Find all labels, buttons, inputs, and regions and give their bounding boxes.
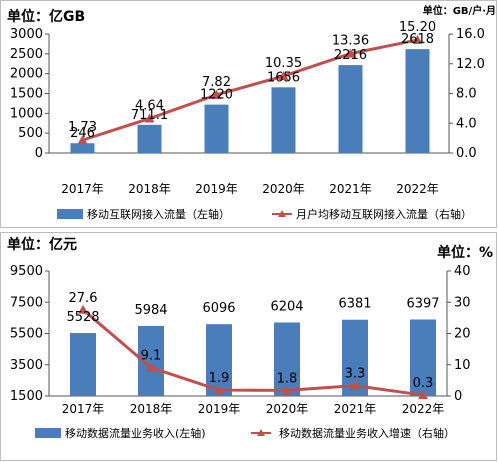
line-value-label: 0.3 [413, 376, 434, 391]
category-label: 2021年 [329, 182, 372, 196]
line-marker [78, 304, 88, 314]
bar-value-label: 5528 [66, 310, 99, 325]
right-tick-label: 0.0 [456, 146, 477, 161]
legend-bar-swatch [57, 209, 83, 219]
bar-value-label: 6397 [406, 296, 439, 311]
line-marker [278, 71, 289, 81]
left-axis-unit: 单位：亿GB [7, 8, 85, 25]
bar-value-label: 2216 [334, 48, 367, 63]
legend-bar-label: 移动数据流量业务收入(左轴) [65, 426, 206, 440]
right-tick-label: 40 [454, 264, 471, 279]
line-marker [211, 89, 222, 99]
line-value-label: 10.35 [265, 56, 302, 71]
left-tick-label: 3000 [10, 27, 43, 42]
category-label: 2018年 [130, 402, 173, 416]
legend-line-label: 月户均移动互联网接入流量（右轴） [296, 207, 472, 221]
left-tick-label: 7500 [10, 295, 43, 310]
category-label: 2022年 [396, 182, 439, 196]
left-tick-label: 9500 [10, 264, 43, 279]
bar [405, 49, 430, 154]
left-tick-label: 5500 [10, 327, 43, 342]
left-tick-label: 1000 [10, 106, 43, 121]
right-axis-unit: 单位：GB/户·月 [423, 4, 496, 17]
bar-value-label: 246 [70, 126, 95, 141]
series-line [82, 38, 418, 142]
right-tick-label: 8.0 [456, 87, 477, 102]
bar-value-label: 711.1 [131, 108, 168, 123]
left-tick-label: 1500 [10, 389, 43, 404]
line-value-label: 27.6 [69, 291, 98, 306]
category-label: 2020年 [262, 182, 305, 196]
right-tick-label: 16.0 [456, 27, 485, 42]
right-tick-label: 4.0 [456, 116, 477, 131]
line-value-label: 13.36 [332, 34, 369, 49]
bar-value-label: 6096 [202, 301, 235, 316]
bar [410, 319, 436, 396]
line-marker [418, 390, 428, 400]
bar-value-label: 6204 [270, 300, 303, 315]
left-tick-label: 3500 [10, 358, 43, 373]
category-label: 2019年 [198, 402, 241, 416]
left-axis-unit: 单位：亿元 [7, 236, 77, 253]
category-label: 2018年 [128, 182, 171, 196]
line-value-label: 9.1 [141, 349, 162, 364]
bar-value-label: 6381 [338, 297, 371, 312]
right-axis-unit: 单位：% [437, 244, 493, 261]
line-value-label: 1.8 [277, 371, 298, 386]
legend-line-marker [278, 210, 286, 217]
bar [206, 324, 232, 396]
line-value-label: 4.64 [135, 98, 164, 113]
line-marker [282, 385, 292, 395]
line-marker [77, 135, 88, 145]
right-tick-label: 0 [454, 389, 462, 404]
bar-value-label: 1220 [200, 88, 233, 103]
bar [70, 333, 96, 396]
legend-line-marker [257, 429, 265, 436]
line-marker [350, 380, 360, 390]
revenue-chart: 单位：亿元 单位：% 1500 3500 5500 7500 9500 0 10 20 30 40 55… [7, 236, 493, 440]
category-label: 2017年 [61, 182, 104, 196]
line-value-label: 15.20 [399, 20, 436, 35]
line-marker [214, 385, 224, 395]
bar-value-label: 5984 [134, 303, 167, 318]
bar-value-label: 1656 [267, 70, 300, 85]
right-tick-label: 12.0 [456, 57, 485, 72]
bar [338, 65, 363, 153]
bar [137, 124, 162, 153]
right-tick-label: 20 [454, 327, 471, 342]
line-marker [146, 362, 156, 372]
left-tick-label: 1500 [10, 87, 43, 102]
line-value-label: 3.3 [345, 367, 366, 382]
bar [70, 143, 95, 153]
legend-bar-swatch [35, 428, 61, 438]
series-line [82, 308, 424, 397]
traffic-chart: 单位：亿GB 单位：GB/户·月 0 500 1000 1500 2000 2500 3000 0… [7, 4, 496, 221]
left-tick-label: 2500 [10, 47, 43, 62]
legend-line-label: 移动数据流量业务收入增速（右轴） [279, 426, 455, 440]
right-tick-label: 30 [454, 295, 471, 310]
bar [271, 87, 296, 153]
legend-bar-label: 移动互联网接入流量（左轴） [87, 207, 230, 221]
revenue-chart-panel: 单位：亿元 单位：% 1500 3500 5500 7500 9500 0 10 20 30 40 55… [0, 232, 497, 461]
line-marker [144, 113, 155, 123]
traffic-chart-panel: 单位：亿GB 单位：GB/户·月 0 500 1000 1500 2000 2500 3000 0… [0, 0, 497, 228]
bar [274, 322, 300, 396]
left-tick-label: 2000 [10, 67, 43, 82]
category-label: 2019年 [195, 182, 238, 196]
right-tick-label: 10 [454, 358, 471, 373]
category-label: 2020年 [266, 402, 309, 416]
category-label: 2022年 [402, 402, 445, 416]
line-value-label: 1.73 [68, 120, 97, 135]
line-value-label: 7.82 [202, 75, 231, 90]
bar-value-label: 2618 [401, 32, 434, 47]
left-tick-label: 500 [18, 126, 43, 141]
bar [204, 104, 229, 153]
line-marker [345, 48, 356, 58]
line-marker [412, 34, 423, 44]
category-label: 2017年 [62, 402, 105, 416]
category-label: 2021年 [334, 402, 377, 416]
line-value-label: 1.9 [209, 371, 230, 386]
left-tick-label: 0 [35, 146, 43, 161]
